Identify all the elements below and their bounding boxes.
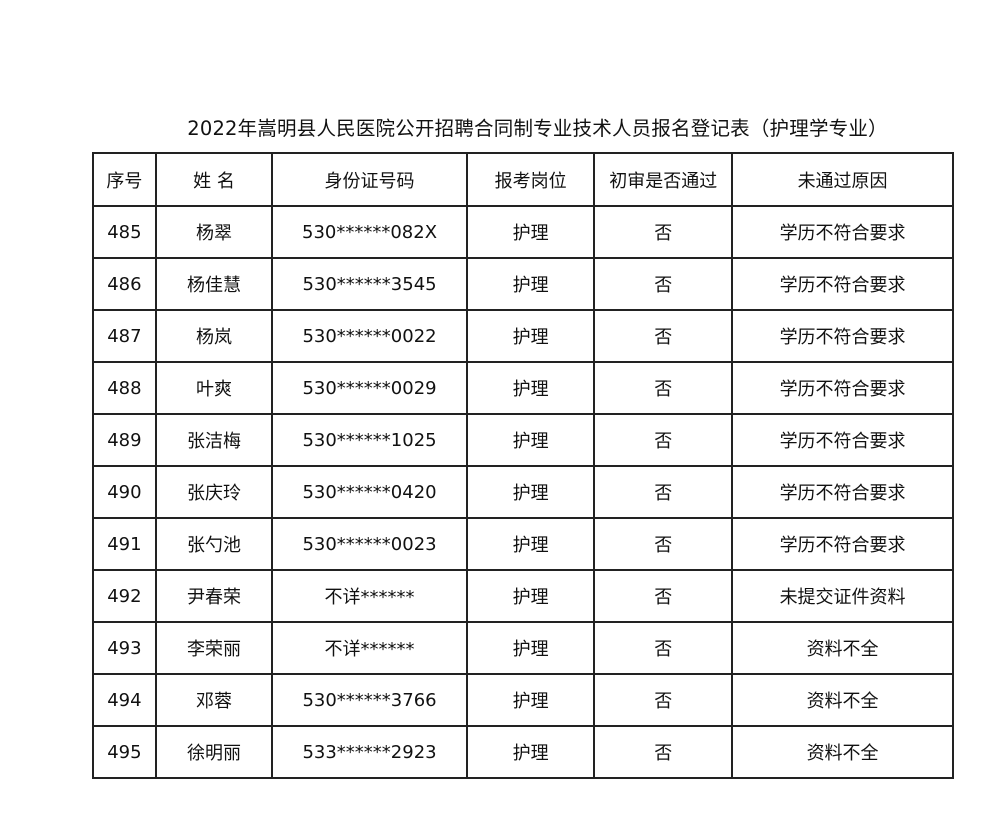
cell-review-passed: 否: [593, 465, 734, 519]
cell-serial: 490: [92, 465, 157, 519]
cell-position: 护理: [465, 205, 596, 259]
cell-review-passed: 否: [593, 517, 734, 571]
document-title: 2022年嵩明县人民医院公开招聘合同制专业技术人员报名登记表（护理学专业）: [187, 117, 888, 140]
cell-name: 徐明丽: [154, 725, 274, 779]
cell-position: 护理: [465, 725, 596, 779]
cell-review-passed: 否: [593, 205, 734, 259]
table-row: 487 杨岚 530******0022 护理否学历不符合要求: [92, 309, 954, 363]
cell-id-number: 530******3545: [271, 257, 468, 311]
cell-id-number: 533******2923: [271, 725, 468, 779]
cell-fail-reason: 学历不符合要求: [731, 361, 954, 415]
header-position: 报考岗位: [465, 152, 596, 207]
table-row: 490 张庆玲 530******0420 护理否学历不符合要求: [92, 465, 954, 519]
cell-serial: 493: [92, 621, 157, 675]
cell-serial: 488: [92, 361, 157, 415]
cell-serial: 489: [92, 413, 157, 467]
table-row: 494 邓蓉 530******3766 护理否资料不全: [92, 673, 954, 727]
table-row: 492 尹春荣 不详****** 护理否未提交证件资料: [92, 569, 954, 623]
cell-position: 护理: [465, 517, 596, 571]
cell-review-passed: 否: [593, 569, 734, 623]
cell-fail-reason: 未提交证件资料: [731, 569, 954, 623]
cell-id-number: 不详******: [271, 621, 468, 675]
cell-id-number: 530******0022: [271, 309, 468, 363]
cell-id-number: 530******1025: [271, 413, 468, 467]
cell-name: 尹春荣: [154, 569, 274, 623]
cell-name: 张庆玲: [154, 465, 274, 519]
table-row: 495 徐明丽 533******2923 护理否资料不全: [92, 725, 954, 779]
table-row: 493 李荣丽 不详****** 护理否资料不全: [92, 621, 954, 675]
cell-position: 护理: [465, 673, 596, 727]
cell-position: 护理: [465, 621, 596, 675]
cell-serial: 485: [92, 205, 157, 259]
cell-fail-reason: 学历不符合要求: [731, 413, 954, 467]
cell-fail-reason: 资料不全: [731, 673, 954, 727]
cell-serial: 492: [92, 569, 157, 623]
cell-id-number: 530******3766: [271, 673, 468, 727]
cell-review-passed: 否: [593, 361, 734, 415]
cell-review-passed: 否: [593, 673, 734, 727]
cell-fail-reason: 学历不符合要求: [731, 205, 954, 259]
cell-fail-reason: 资料不全: [731, 725, 954, 779]
registration-table: 序号 姓 名 身份证号码 报考岗位 初审是否通过 未通过原因 485 杨翠 530*…: [92, 152, 954, 779]
cell-position: 护理: [465, 257, 596, 311]
header-name: 姓 名: [154, 152, 274, 207]
table-row: 488 叶爽 530******0029 护理否学历不符合要求: [92, 361, 954, 415]
cell-id-number: 530******0023: [271, 517, 468, 571]
cell-serial: 491: [92, 517, 157, 571]
cell-name: 杨岚: [154, 309, 274, 363]
cell-review-passed: 否: [593, 621, 734, 675]
cell-id-number: 530******0029: [271, 361, 468, 415]
header-id-number: 身份证号码: [271, 152, 468, 207]
table-row: 485 杨翠 530******082X 护理否学历不符合要求: [92, 205, 954, 259]
cell-name: 张洁梅: [154, 413, 274, 467]
cell-review-passed: 否: [593, 257, 734, 311]
cell-serial: 486: [92, 257, 157, 311]
cell-name: 邓蓉: [154, 673, 274, 727]
cell-position: 护理: [465, 413, 596, 467]
table-row: 491 张勺池 530******0023 护理否学历不符合要求: [92, 517, 954, 571]
cell-name: 杨翠: [154, 205, 274, 259]
cell-id-number: 530******082X: [271, 205, 468, 259]
cell-id-number: 530******0420: [271, 465, 468, 519]
cell-name: 杨佳慧: [154, 257, 274, 311]
cell-position: 护理: [465, 309, 596, 363]
cell-position: 护理: [465, 361, 596, 415]
cell-review-passed: 否: [593, 309, 734, 363]
cell-position: 护理: [465, 569, 596, 623]
cell-name: 李荣丽: [154, 621, 274, 675]
table-row: 489 张洁梅 530******1025 护理否学历不符合要求: [92, 413, 954, 467]
cell-fail-reason: 学历不符合要求: [731, 517, 954, 571]
cell-serial: 494: [92, 673, 157, 727]
cell-review-passed: 否: [593, 413, 734, 467]
cell-fail-reason: 资料不全: [731, 621, 954, 675]
cell-serial: 487: [92, 309, 157, 363]
cell-name: 张勺池: [154, 517, 274, 571]
cell-serial: 495: [92, 725, 157, 779]
cell-fail-reason: 学历不符合要求: [731, 309, 954, 363]
cell-id-number: 不详******: [271, 569, 468, 623]
header-review-passed: 初审是否通过: [593, 152, 734, 207]
cell-fail-reason: 学历不符合要求: [731, 257, 954, 311]
table-header-row: 序号 姓 名 身份证号码 报考岗位 初审是否通过 未通过原因: [92, 152, 954, 207]
cell-name: 叶爽: [154, 361, 274, 415]
table-row: 486 杨佳慧 530******3545 护理否学历不符合要求: [92, 257, 954, 311]
cell-position: 护理: [465, 465, 596, 519]
header-fail-reason: 未通过原因: [731, 152, 954, 207]
cell-review-passed: 否: [593, 725, 734, 779]
cell-fail-reason: 学历不符合要求: [731, 465, 954, 519]
header-serial: 序号: [92, 152, 157, 207]
